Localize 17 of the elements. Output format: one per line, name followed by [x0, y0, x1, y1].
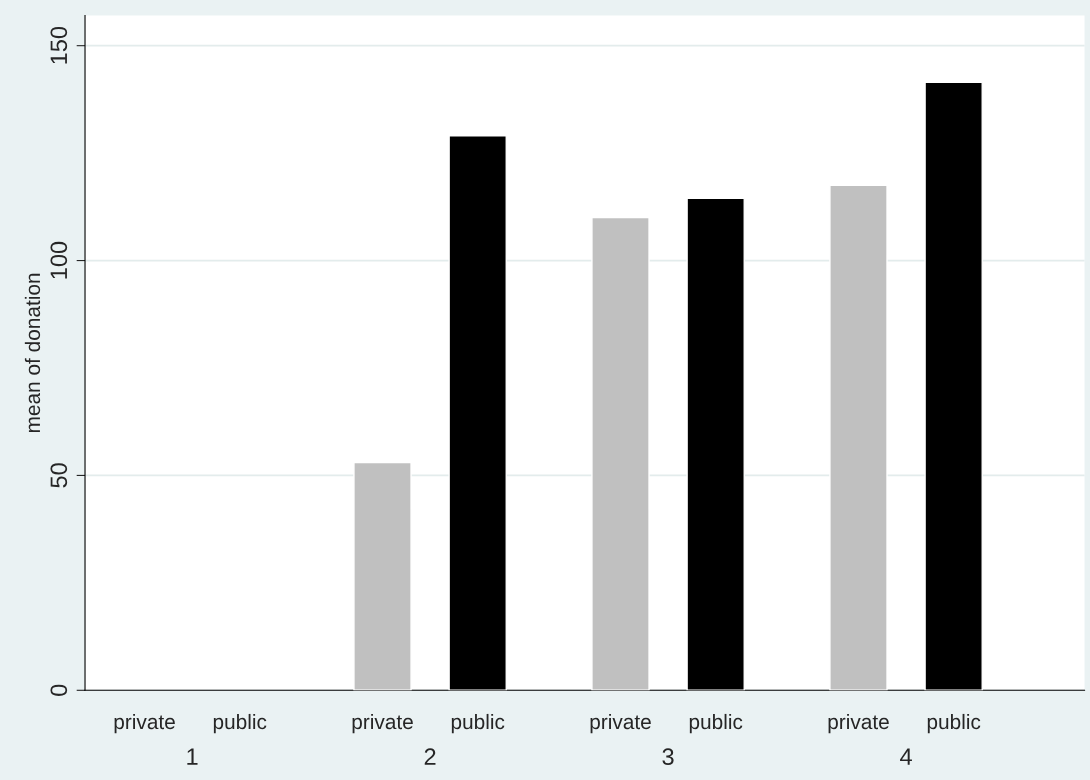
x-tick-label: 1: [187, 748, 198, 765]
y-tick-label: 100: [50, 241, 68, 279]
y-tick-label: 0: [50, 684, 68, 696]
series-label: public: [451, 713, 505, 734]
text: private: [828, 713, 889, 734]
y-tick-label: 150: [50, 26, 68, 64]
x-tick-label: 2: [424, 748, 436, 765]
series-label: private: [352, 713, 413, 734]
text: public: [927, 713, 981, 734]
text: private: [114, 713, 175, 734]
text: public: [689, 713, 743, 734]
text: public: [213, 713, 267, 734]
text: private: [590, 713, 651, 734]
x-tick-label: 3: [662, 748, 674, 765]
x-tick-label: 4: [900, 748, 912, 765]
y-tick-label: 50: [50, 463, 68, 488]
y-axis-title: mean of donation: [24, 273, 41, 433]
